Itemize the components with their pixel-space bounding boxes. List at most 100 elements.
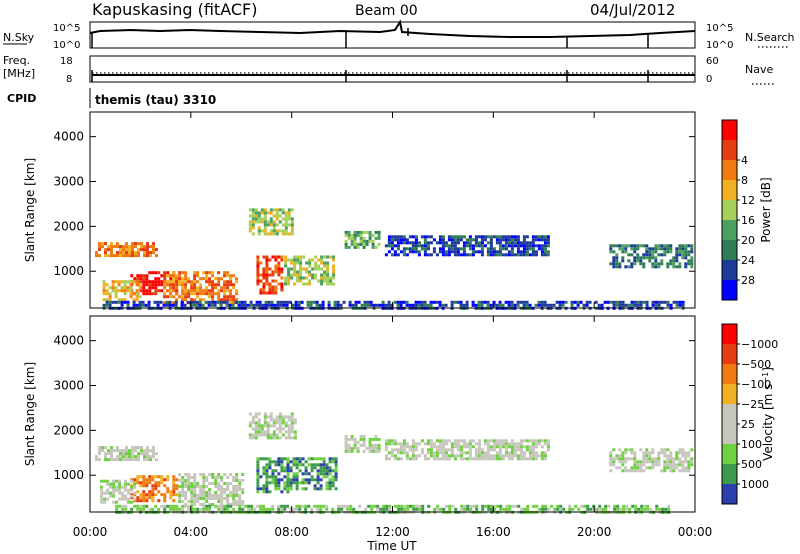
- heatmap-cell: [271, 279, 275, 283]
- heatmap-cell: [316, 457, 320, 461]
- heatmap-cell: [634, 507, 638, 511]
- heatmap-cell: [269, 415, 273, 419]
- heatmap-cell: [260, 208, 264, 212]
- heatmap-cell: [184, 283, 188, 287]
- heatmap-cell: [540, 445, 544, 449]
- heatmap-cell: [109, 494, 113, 498]
- heatmap-cell: [241, 491, 245, 494]
- heatmap-cell: [263, 211, 267, 215]
- heatmap-cell: [615, 457, 619, 461]
- heatmap-cell: [305, 270, 309, 274]
- heatmap-cell: [223, 274, 227, 278]
- heatmap-cell: [453, 300, 457, 304]
- heatmap-cell: [223, 491, 227, 494]
- heatmap-cell: [354, 300, 358, 304]
- heatmap-cell: [136, 277, 140, 281]
- heatmap-cell: [275, 229, 279, 233]
- heatmap-cell: [651, 300, 655, 304]
- heatmap-cell: [256, 264, 260, 268]
- heatmap-cell: [636, 303, 640, 307]
- heatmap-cell: [110, 458, 113, 462]
- heatmap-cell: [152, 455, 155, 459]
- heatmap-cell: [368, 239, 372, 243]
- heatmap-cell: [281, 433, 285, 437]
- heatmap-cell: [480, 457, 484, 461]
- colorbar-tick-label: 1000: [741, 478, 769, 491]
- heatmap-cell: [453, 247, 457, 251]
- nsky-trace: [89, 19, 696, 38]
- nsearch-tick-high: 10^5: [706, 23, 733, 34]
- heatmap-cell: [269, 412, 273, 416]
- heatmap-cell: [483, 300, 487, 304]
- heatmap-cell: [348, 300, 352, 304]
- heatmap-cell: [251, 427, 255, 431]
- heatmap-cell: [196, 485, 200, 488]
- heatmap-cell: [139, 289, 143, 293]
- heatmap-cell: [687, 469, 691, 473]
- heatmap-cell: [181, 280, 185, 284]
- heatmap-cell: [675, 457, 679, 461]
- heatmap-cell: [100, 491, 104, 495]
- heatmap-cell: [678, 469, 682, 473]
- heatmap-cell: [310, 475, 314, 479]
- heatmap-cell: [531, 451, 535, 455]
- heatmap-cell: [127, 491, 131, 495]
- heatmap-cell: [531, 238, 535, 242]
- heatmap-cell: [287, 208, 291, 212]
- heatmap-cell: [274, 267, 278, 271]
- heatmap-cell: [208, 289, 212, 293]
- heatmap-cell: [528, 454, 532, 458]
- heatmap-cell: [347, 236, 351, 240]
- heatmap-cell: [136, 490, 140, 494]
- heatmap-cell: [378, 303, 382, 307]
- heatmap-cell: [181, 298, 185, 302]
- heatmap-cell: [486, 457, 490, 461]
- heatmap-cell: [178, 277, 182, 281]
- heatmap-cell: [331, 469, 335, 473]
- heatmap-cell: [256, 469, 260, 473]
- heatmap-cell: [624, 466, 628, 470]
- heatmap-cell: [280, 276, 284, 280]
- heatmap-cell: [154, 280, 158, 284]
- heatmap-cell: [326, 270, 330, 274]
- heatmap-cell: [275, 214, 279, 218]
- heatmap-cell: [528, 451, 532, 455]
- heatmap-cell: [354, 303, 358, 307]
- heatmap-cell: [199, 289, 203, 293]
- heatmap-cell: [498, 241, 502, 245]
- heatmap-cell: [283, 507, 287, 511]
- heatmap-cell: [275, 436, 279, 440]
- heatmap-cell: [621, 303, 625, 307]
- heatmap-cell: [297, 303, 301, 307]
- heatmap-cell: [414, 241, 418, 245]
- heatmap-cell: [181, 277, 185, 281]
- heatmap-cell: [332, 258, 336, 262]
- heatmap-cell: [387, 442, 391, 446]
- x-tick-label: 08:00: [274, 525, 309, 539]
- heatmap-cell: [450, 250, 454, 254]
- y-tick-label: 3000: [53, 379, 84, 393]
- heatmap-cell: [266, 211, 270, 215]
- heatmap-cell: [121, 494, 125, 498]
- heatmap-cell: [104, 446, 107, 450]
- heatmap-cell: [122, 452, 125, 456]
- heatmap-cell: [165, 300, 169, 304]
- heatmap-cell: [393, 250, 397, 254]
- heatmap-cell: [489, 457, 493, 461]
- heatmap-cell: [609, 454, 613, 458]
- heatmap-cell: [139, 493, 143, 497]
- heatmap-cell: [238, 503, 242, 506]
- heatmap-cell: [287, 211, 291, 215]
- heatmap-cell: [322, 504, 326, 508]
- heatmap-cell: [280, 255, 284, 259]
- heatmap-cell: [480, 250, 484, 254]
- heatmap-cell: [145, 493, 149, 497]
- heatmap-cell: [328, 472, 332, 476]
- heatmap-cell: [489, 241, 493, 245]
- heatmap-cell: [690, 247, 694, 251]
- heatmap-cell: [678, 451, 682, 455]
- heatmap-cell: [151, 490, 155, 494]
- heatmap-cell: [275, 208, 279, 212]
- heatmap-cell: [663, 448, 667, 452]
- heatmap-cell: [199, 292, 203, 296]
